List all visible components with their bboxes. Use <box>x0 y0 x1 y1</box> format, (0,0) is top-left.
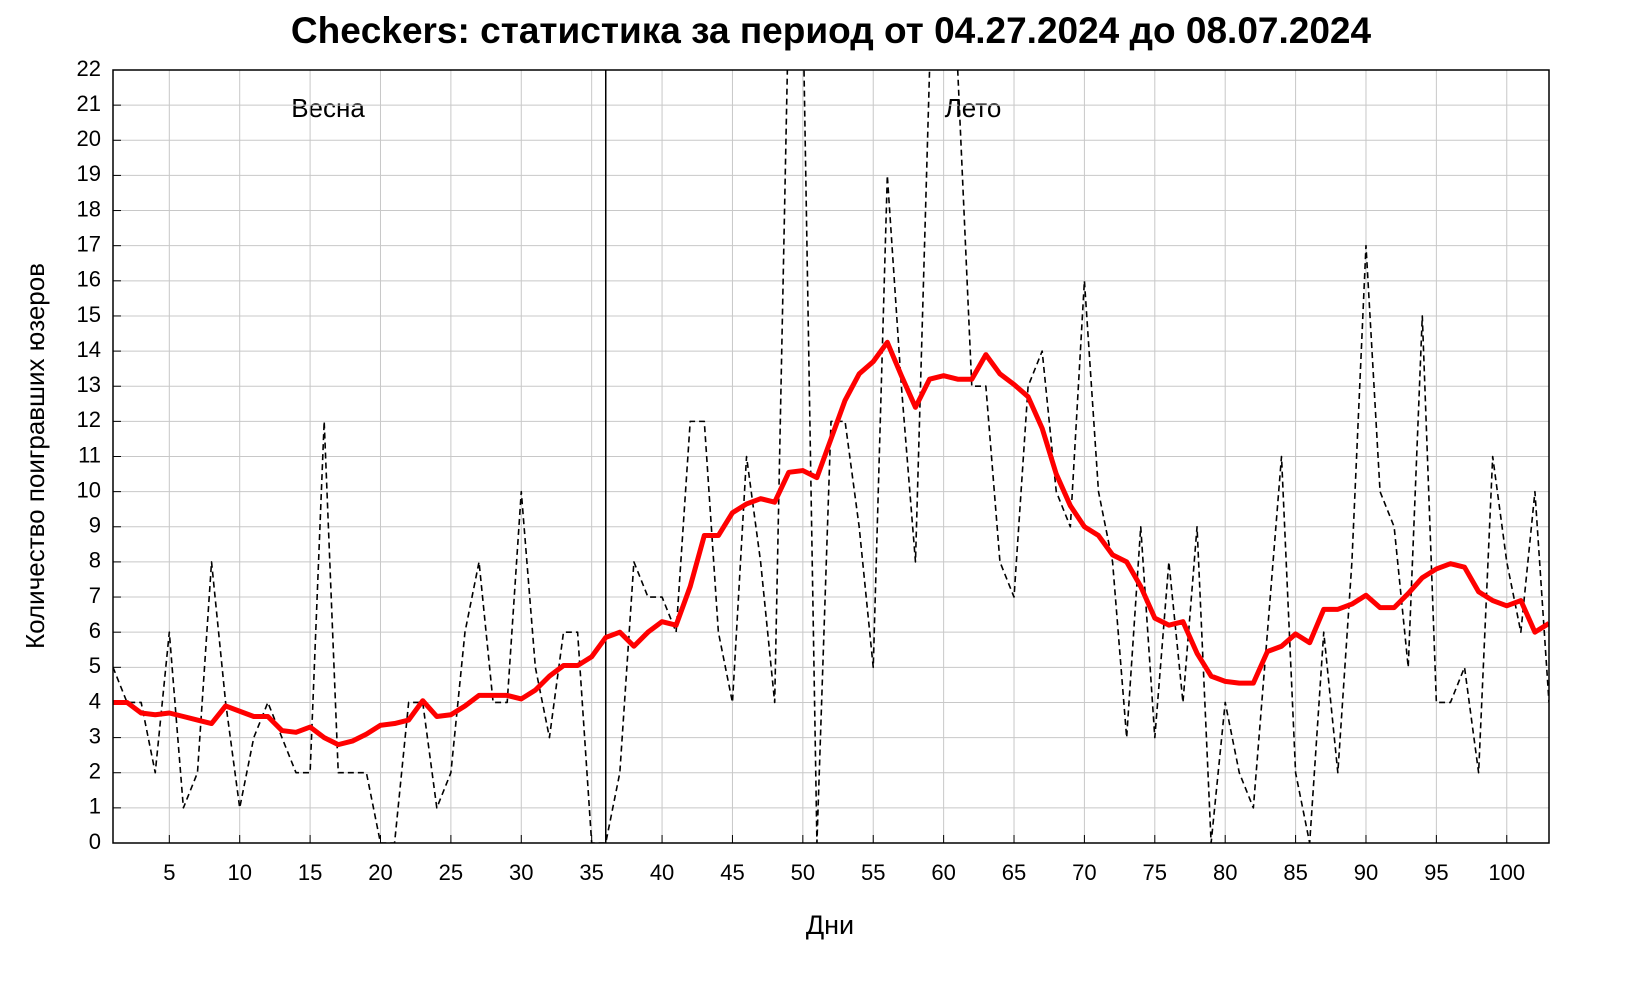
y-tick-label: 18 <box>77 196 101 221</box>
x-tick-label: 40 <box>650 860 674 885</box>
y-tick-label: 19 <box>77 161 101 186</box>
y-tick-label: 12 <box>77 407 101 432</box>
y-tick-label: 4 <box>89 688 101 713</box>
plot-frame <box>112 69 1550 844</box>
x-tick-label: 90 <box>1354 860 1378 885</box>
y-tick-label: 14 <box>77 337 101 362</box>
x-tick-label: 20 <box>368 860 392 885</box>
y-tick-label: 17 <box>77 231 101 256</box>
x-tick-label: 50 <box>791 860 815 885</box>
x-tick-label: 30 <box>509 860 533 885</box>
y-tick-label: 5 <box>89 653 101 678</box>
chart-title: Checkers: статистика за период от 04.27.… <box>291 10 1372 51</box>
x-tick-label: 65 <box>1002 860 1026 885</box>
x-tick-label: 35 <box>579 860 603 885</box>
x-tick-label: 70 <box>1072 860 1096 885</box>
x-tick-label: 45 <box>720 860 744 885</box>
y-tick-label: 22 <box>77 56 101 81</box>
annotation: Весна <box>291 93 365 123</box>
y-tick-label: 9 <box>89 513 101 538</box>
x-tick-label: 75 <box>1143 860 1167 885</box>
plot-area <box>113 70 1549 843</box>
x-tick-label: 5 <box>163 860 175 885</box>
x-tick-label: 55 <box>861 860 885 885</box>
y-tick-label: 2 <box>89 759 101 784</box>
y-tick-label: 10 <box>77 477 101 502</box>
y-tick-label: 6 <box>89 618 101 643</box>
x-tick-label: 80 <box>1213 860 1237 885</box>
y-tick-label: 13 <box>77 372 101 397</box>
x-tick-label: 15 <box>298 860 322 885</box>
series-line <box>113 70 1549 843</box>
x-tick-label: 95 <box>1424 860 1448 885</box>
y-tick-label: 1 <box>89 794 101 819</box>
x-tick-label: 60 <box>931 860 955 885</box>
y-axis-label: Количество поигравших юзеров <box>20 263 50 649</box>
y-tick-label: 3 <box>89 723 101 748</box>
y-tick-label: 21 <box>77 91 101 116</box>
y-tick-label: 20 <box>77 126 101 151</box>
y-tick-label: 0 <box>89 829 101 854</box>
annotation: Лето <box>945 93 1002 123</box>
x-tick-label: 25 <box>439 860 463 885</box>
y-tick-label: 16 <box>77 267 101 292</box>
y-tick-label: 11 <box>78 442 101 467</box>
x-tick-label: 10 <box>227 860 251 885</box>
x-tick-label: 100 <box>1488 860 1525 885</box>
y-tick-label: 7 <box>89 583 101 608</box>
x-tick-label: 85 <box>1283 860 1307 885</box>
y-tick-label: 8 <box>89 548 101 573</box>
series-line <box>113 339 1549 748</box>
y-tick-label: 15 <box>77 302 101 327</box>
grid <box>113 69 1549 844</box>
x-axis-label: Дни <box>806 910 854 940</box>
